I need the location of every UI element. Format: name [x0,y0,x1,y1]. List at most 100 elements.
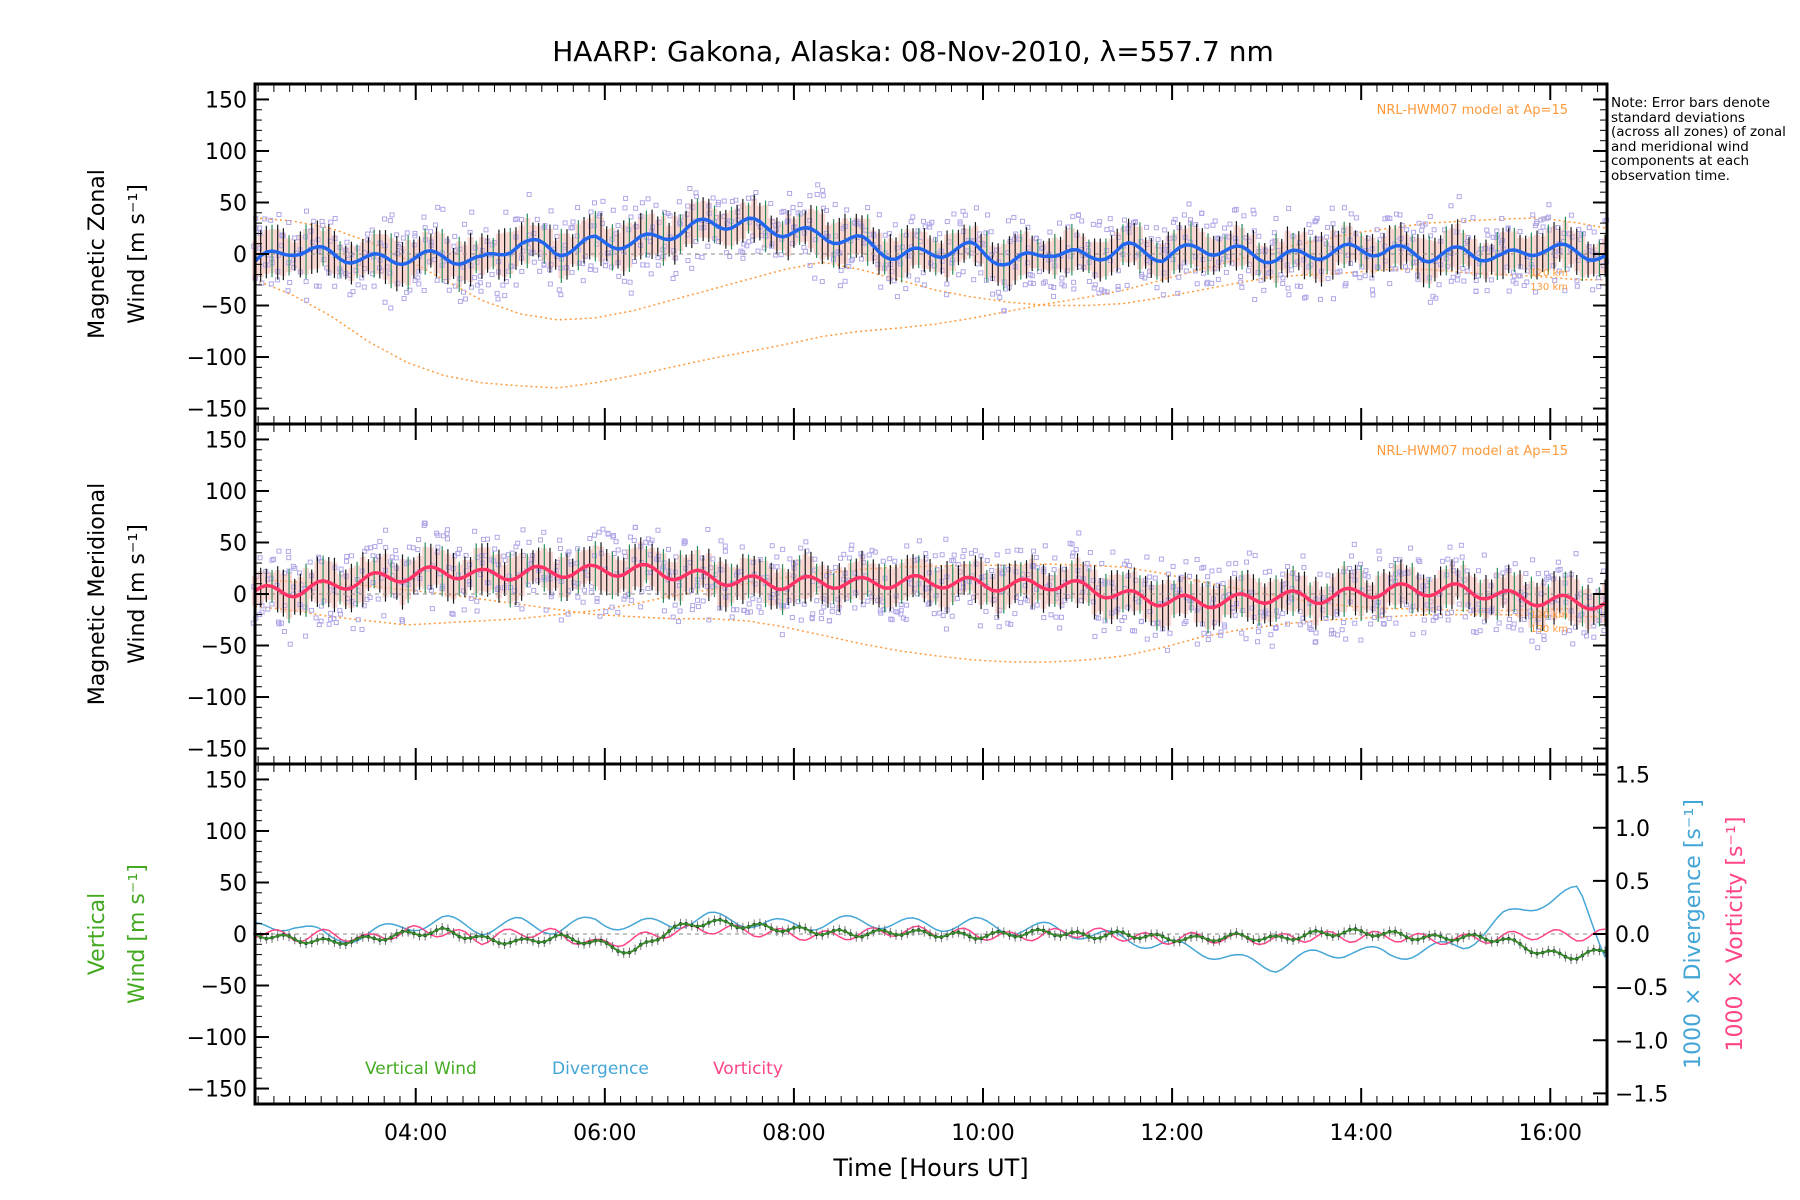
zonal-obs-point [1085,239,1092,285]
vorticity-axis-label: 1000 × Vorticity [s⁻¹] [1723,817,1748,1052]
meridional-wind-line [254,562,1607,611]
zonal-obs-point [784,190,793,261]
meridional-obs-point [478,536,487,596]
meridional-plot-layer [250,520,1609,663]
zonal-obs-point [489,238,498,278]
meridional-obs-point [449,552,458,617]
error-bar-note: Note: Error bars denote standard deviati… [1611,95,1786,184]
meridional-obs-point [654,527,661,596]
zonal-y-tick-label: −50 [201,295,247,320]
zonal-alt-label-120: 120 km [1530,268,1568,279]
meridional-obs-point [795,545,804,623]
right-axis-tick-label: 0.0 [1615,923,1650,948]
meridional-obs-point [1392,557,1399,626]
meridional-y-tick-label: 0 [233,583,247,608]
zonal-obs-point [472,240,481,288]
meridional-obs-point [392,548,400,600]
meridional-y-tick-label: −150 [187,738,247,763]
zonal-obs-point [432,204,441,283]
meridional-obs-point [1283,564,1292,627]
meridional-obs-point [1209,568,1218,630]
vertical-y-tick-label: 50 [219,871,247,896]
meridional-obs-point [631,524,639,591]
meridional-obs-point [415,537,423,590]
meridional-obs-point [789,559,797,621]
vertical-y-tick-label: 100 [205,820,247,845]
zonal-obs-point [1107,216,1115,276]
zonal-y-tick-label: −150 [187,398,247,423]
zonal-obs-point [1016,218,1025,280]
meridional-obs-point [1272,575,1281,631]
zonal-obs-point [994,243,1003,300]
zonal-obs-point [937,231,945,275]
zonal-obs-point [439,206,446,283]
meridional-obs-point [302,563,310,639]
zonal-obs-point [795,202,803,245]
zonal-obs-point [1011,214,1019,285]
zonal-obs-point [670,211,679,281]
meridional-obs-point [977,553,985,629]
x-axis-tick-labels: 04:00 06:00 08:00 10:00 12:00 14:00 16:00 [384,1121,1582,1146]
meridional-obs-point [676,550,684,625]
zonal-obs-point [1499,216,1506,280]
zonal-obs-point [1312,215,1320,283]
legend-vorticity: Vorticity [713,1059,783,1079]
x-tick-label: 16:00 [1519,1121,1582,1146]
meridional-obs-point [937,552,946,619]
meridional-obs-point [960,547,968,595]
vertical-ticks: 150 100 50 0 −50 −100 −150 [187,764,1599,1104]
zonal-obs-point [1278,238,1286,286]
meridional-obs-point [483,536,492,597]
zonal-obs-point [369,227,378,289]
meridional-obs-point [268,556,277,607]
vertical-ylabel-line1: Vertical [85,893,110,975]
zonal-obs-point [574,205,583,271]
zonal-obs-point [1186,201,1194,269]
meridional-obs-point [756,557,764,615]
zonal-obs-point [863,205,872,266]
meridional-obs-point [337,566,345,617]
meridional-obs-point [1101,573,1109,634]
zonal-obs-point [778,208,787,258]
meridional-model-label: NRL-HWM07 model at Ap=15 [1377,444,1568,459]
zonal-obs-point [1436,235,1444,288]
zonal-obs-point [608,207,616,271]
zonal-obs-point [749,190,759,244]
meridional-obs-point [1453,557,1462,607]
right-axis-tick-label: −1.0 [1615,1029,1668,1054]
zonal-plot-layer [251,182,1610,389]
meridional-obs-point [1555,559,1563,615]
zonal-obs-point [1306,222,1314,278]
zonal-obs-point [1114,228,1122,292]
zonal-obs-point [982,212,991,283]
meridional-obs-point [1493,567,1502,633]
meridional-obs-point [637,537,645,610]
zonal-obs-point [1345,211,1354,266]
right-axis-tick-label: −1.5 [1615,1082,1668,1107]
zonal-obs-point [1454,194,1462,283]
zonal-y-tick-label: 50 [219,191,247,216]
meridional-y-tick-label: 100 [205,480,247,505]
meridional-obs-point [444,527,452,602]
vertical-y-tick-label: −150 [187,1078,247,1103]
meridional-obs-point [1334,568,1342,638]
zonal-obs-point [1369,234,1376,298]
meridional-obs-point [433,530,441,588]
meridional-alt-label-130: 130 km [1530,624,1568,635]
zonal-obs-point [477,233,486,294]
meridional-obs-point [370,543,378,589]
vertical-ylabel-line2: Wind [m s⁻¹] [125,864,150,1004]
zonal-y-tick-label: 0 [233,243,247,268]
meridional-obs-point [1073,530,1082,609]
meridional-obs-point [1566,570,1576,647]
meridional-obs-point [699,555,707,604]
zonal-obs-point [1521,235,1530,289]
vertical-wind-line [254,918,1606,960]
zonal-obs-point [1153,225,1161,291]
vertical-y-tick-label: −50 [201,975,247,1000]
x-axis-label: Time [Hours UT] [832,1154,1028,1182]
divergence-line [254,885,1606,973]
zonal-obs-point [949,211,957,275]
meridional-obs-point [665,546,673,600]
